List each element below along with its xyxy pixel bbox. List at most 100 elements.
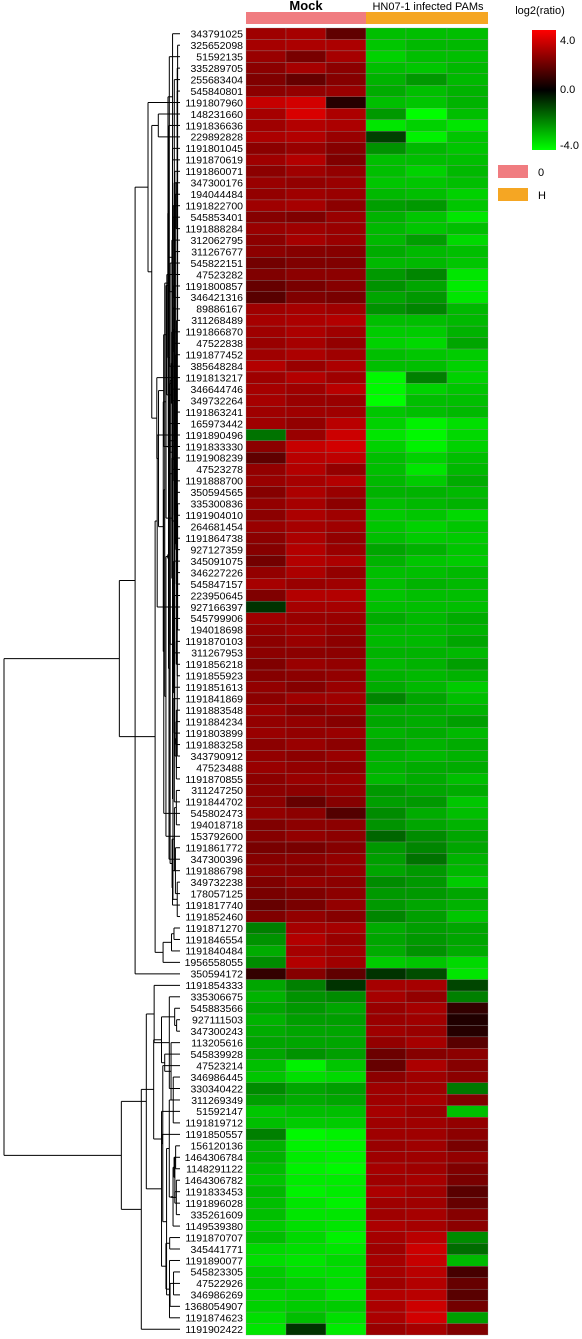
heatmap-cell bbox=[446, 280, 489, 292]
heatmap-cell bbox=[405, 268, 448, 281]
heatmap-cell bbox=[365, 555, 407, 568]
heatmap-cell bbox=[325, 406, 367, 418]
heatmap-cell bbox=[365, 1243, 407, 1255]
heatmap-cell bbox=[365, 474, 407, 487]
heatmap-cell bbox=[325, 325, 367, 338]
heatmap-cell bbox=[245, 153, 287, 166]
heatmap-cell bbox=[365, 429, 407, 441]
heatmap-cell bbox=[365, 807, 407, 820]
heatmap-cell bbox=[365, 864, 407, 877]
heatmap-cell bbox=[405, 681, 448, 694]
heatmap-cell bbox=[365, 73, 407, 86]
gene-label: 1191819712 bbox=[185, 1118, 243, 1130]
heatmap-cell bbox=[325, 1277, 367, 1290]
heatmap-cell bbox=[446, 601, 489, 613]
heatmap-cell bbox=[405, 922, 448, 934]
gene-label: 325652098 bbox=[190, 40, 243, 52]
heatmap-cell bbox=[405, 1094, 448, 1106]
heatmap-cell bbox=[365, 348, 407, 361]
heatmap-cell bbox=[285, 601, 327, 613]
heatmap-cell bbox=[325, 1105, 367, 1118]
heatmap-cell bbox=[245, 750, 287, 762]
heatmap-cell bbox=[245, 131, 287, 143]
heatmap-cell bbox=[365, 967, 407, 980]
heatmap-cell bbox=[365, 1128, 407, 1141]
heatmap-cell bbox=[446, 738, 489, 751]
heatmap-cell bbox=[446, 979, 489, 992]
heatmap-cell bbox=[325, 27, 367, 40]
heatmap-cell bbox=[405, 1162, 448, 1175]
heatmap-cell bbox=[285, 1002, 327, 1015]
heatmap-cell bbox=[405, 1048, 448, 1060]
heatmap-cell bbox=[365, 1266, 407, 1278]
heatmap-cell bbox=[405, 830, 448, 843]
heatmap-cell bbox=[325, 945, 367, 957]
heatmap-cell bbox=[446, 257, 489, 269]
heatmap-cell bbox=[325, 257, 367, 269]
heatmap-cell bbox=[405, 807, 448, 820]
heatmap-cell bbox=[325, 1300, 367, 1313]
heatmap-cell bbox=[446, 1139, 489, 1152]
heatmap-cell bbox=[446, 85, 489, 97]
gene-label: 194018718 bbox=[190, 820, 243, 832]
gene-label: 545883566 bbox=[190, 1003, 243, 1015]
heatmap-cell bbox=[405, 73, 448, 86]
heatmap-cell bbox=[365, 176, 407, 189]
heatmap-cell bbox=[245, 704, 287, 717]
heatmap-cell bbox=[285, 853, 327, 866]
gene-label: 1191844702 bbox=[185, 797, 243, 809]
gene-label: 1191833453 bbox=[185, 1186, 243, 1198]
gene-label: 148231660 bbox=[190, 109, 243, 121]
heatmap-cell bbox=[405, 234, 448, 246]
gene-label: 545823305 bbox=[190, 1267, 243, 1279]
heatmap-cell bbox=[365, 188, 407, 201]
heatmap-cell bbox=[325, 153, 367, 166]
heatmap-cell bbox=[325, 176, 367, 189]
heatmap-cell bbox=[365, 371, 407, 384]
heatmap-cell bbox=[245, 945, 287, 957]
gene-label: 1191801045 bbox=[185, 143, 243, 155]
gene-label: 194044484 bbox=[190, 189, 243, 201]
gene-label: 1956558055 bbox=[185, 957, 244, 969]
heatmap-cell bbox=[285, 646, 327, 659]
heatmap-cell bbox=[405, 1151, 448, 1164]
heatmap-cell bbox=[285, 1094, 327, 1106]
heatmap-cell bbox=[245, 612, 287, 625]
heatmap-cell bbox=[405, 818, 448, 831]
heatmap-cell bbox=[245, 818, 287, 831]
heatmap-cell bbox=[405, 497, 448, 510]
heatmap-cell bbox=[365, 887, 407, 900]
heatmap-cell bbox=[446, 497, 489, 510]
heatmap-cell bbox=[285, 1105, 327, 1118]
gene-label: 165973442 bbox=[190, 418, 243, 430]
heatmap-cell bbox=[245, 1162, 287, 1175]
heatmap-cell bbox=[405, 520, 448, 533]
heatmap-cell bbox=[405, 646, 448, 659]
heatmap-cell bbox=[245, 371, 287, 384]
heatmap-cell bbox=[245, 738, 287, 751]
heatmap-cell bbox=[325, 910, 367, 923]
heatmap-cell bbox=[285, 1128, 327, 1141]
heatmap-cell bbox=[245, 394, 287, 407]
heatmap-cell bbox=[405, 1288, 448, 1301]
heatmap-cell bbox=[245, 715, 287, 728]
heatmap-cell bbox=[446, 1013, 489, 1026]
gene-label: 346227226 bbox=[190, 567, 243, 579]
heatmap-cell bbox=[446, 704, 489, 717]
heatmap-cell bbox=[325, 658, 367, 671]
heatmap-cell bbox=[285, 784, 327, 797]
heatmap-cell bbox=[405, 383, 448, 396]
heatmap-cell bbox=[325, 990, 367, 1003]
heatmap-cell bbox=[325, 967, 367, 980]
heatmap-cell bbox=[325, 1311, 367, 1324]
heatmap-cell bbox=[325, 463, 367, 476]
heatmap-cell bbox=[325, 612, 367, 625]
heatmap-cell bbox=[245, 761, 287, 774]
heatmap-cell bbox=[405, 1277, 448, 1290]
heatmap-cell bbox=[405, 796, 448, 808]
heatmap-cell bbox=[365, 452, 407, 464]
heatmap-cell bbox=[285, 566, 327, 579]
heatmap-cell bbox=[325, 956, 367, 969]
heatmap-cell bbox=[325, 784, 367, 797]
heatmap-cell bbox=[285, 62, 327, 74]
